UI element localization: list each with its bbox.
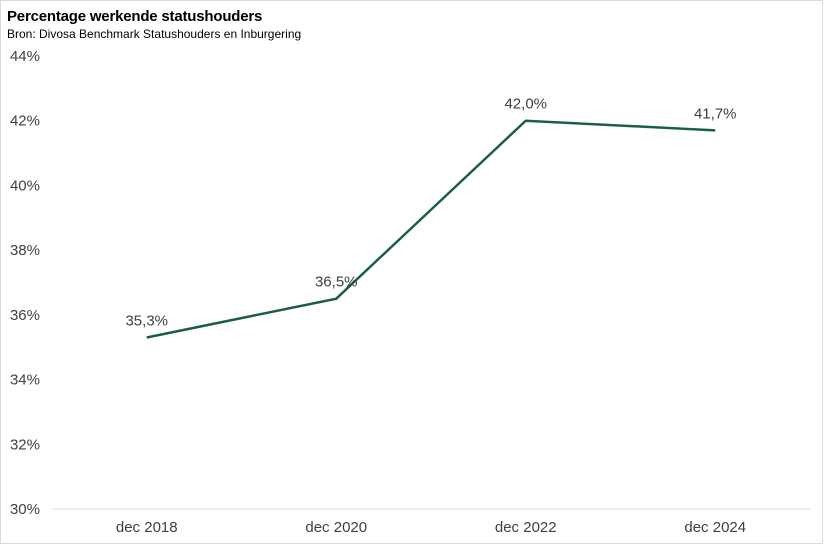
series-lines bbox=[146, 119, 716, 339]
y-tick-label: 36% bbox=[10, 307, 40, 324]
data-label: 36,5% bbox=[315, 274, 358, 291]
data-label: 41,7% bbox=[694, 105, 737, 122]
x-tick-label: dec 2020 bbox=[305, 519, 367, 536]
data-label: 42,0% bbox=[504, 96, 547, 113]
y-tick-label: 32% bbox=[10, 436, 40, 453]
x-tick-label: dec 2024 bbox=[684, 519, 746, 536]
data-labels: 35,3% 36,5% 42,0% 41,7% bbox=[125, 96, 736, 330]
data-label: 35,3% bbox=[125, 313, 168, 330]
y-tick-label: 34% bbox=[10, 372, 40, 389]
chart-title: Percentage werkende statushouders bbox=[7, 8, 263, 25]
x-tick-label: dec 2018 bbox=[116, 519, 178, 536]
chart-subtitle: Bron: Divosa Benchmark Statushouders en … bbox=[7, 27, 302, 41]
y-tick-label: 40% bbox=[10, 177, 40, 194]
y-tick-label: 42% bbox=[10, 113, 40, 130]
y-tick-label: 38% bbox=[10, 242, 40, 259]
x-axis: dec 2018 dec 2020 dec 2022 dec 2024 bbox=[116, 519, 746, 536]
x-tick-label: dec 2022 bbox=[495, 519, 557, 536]
y-tick-label: 30% bbox=[10, 501, 40, 518]
series-line bbox=[146, 119, 716, 339]
y-axis: 30% 32% 34% 36% 38% 40% 42% 44% bbox=[10, 48, 40, 518]
y-tick-label: 44% bbox=[10, 48, 40, 65]
